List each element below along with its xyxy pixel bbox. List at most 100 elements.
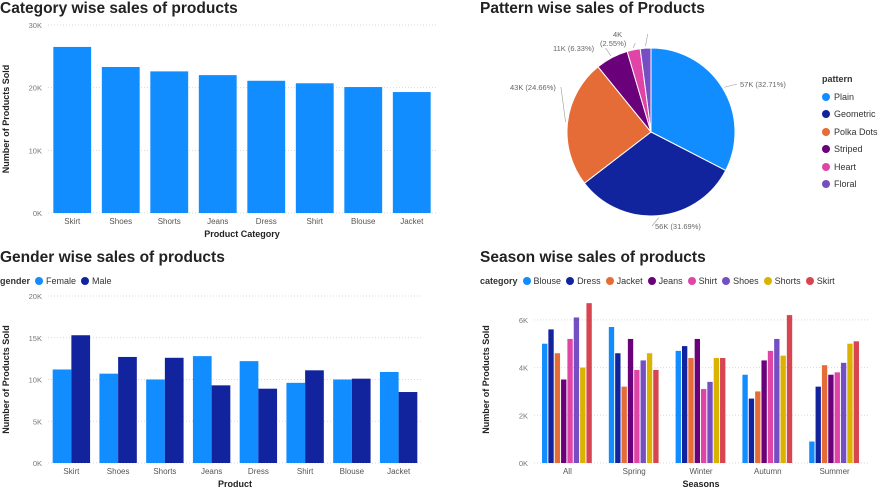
legend-item-shoes[interactable]: Shoes <box>722 276 759 286</box>
legend-item-male[interactable]: Male <box>81 276 112 286</box>
x-tick-label: Dress <box>248 467 269 476</box>
legend-item-female[interactable]: Female <box>35 276 76 286</box>
pie-leader-line <box>632 42 636 48</box>
bar-shoes-female <box>99 373 119 463</box>
legend-item-striped[interactable]: Striped <box>822 141 878 159</box>
legend-item-floral[interactable]: Floral <box>822 176 878 194</box>
bar-all-jacket <box>554 353 561 463</box>
pie-leader-line <box>651 217 659 227</box>
bar-shoes-male <box>118 356 137 463</box>
y-tick-label: 20K <box>29 84 42 93</box>
y-tick-label: 30K <box>29 21 42 30</box>
bar-summer-jeans <box>828 374 834 463</box>
season-legend: category Blouse Dress Jacket Jeans Shirt Shoes… <box>480 276 840 286</box>
y-tick-label: 5K <box>33 417 42 426</box>
y-tick-label: 2K <box>519 411 528 420</box>
legend-item-dress[interactable]: Dress <box>566 276 601 286</box>
legend-marker <box>35 277 44 285</box>
legend-marker <box>522 277 531 285</box>
bar-summer-shirt <box>834 372 840 463</box>
y-tick-label: 0K <box>519 459 528 468</box>
legend-item-geometric[interactable]: Geometric <box>822 106 878 124</box>
pie-data-label: 4K <box>613 30 622 39</box>
bar-jeans <box>198 75 237 213</box>
y-tick-label: 10K <box>29 146 42 155</box>
x-tick-label: Jeans <box>201 467 222 476</box>
bar-spring-skirt <box>653 369 659 463</box>
bar-jeans-male <box>211 385 231 463</box>
bar-all-jeans <box>561 379 567 463</box>
pattern-chart-title: Pattern wise sales of Products <box>480 0 705 17</box>
category-chart-panel: Category wise sales of products 0K 10K 20K… <box>0 0 442 249</box>
legend-label: Plain <box>834 91 855 102</box>
x-tick-label: Skirt <box>63 467 80 476</box>
pie-data-label: 11K (6.33%) <box>553 44 595 53</box>
legend-item-shorts[interactable]: Shorts <box>763 276 801 286</box>
x-tick-label: All <box>563 467 572 476</box>
season-chart-title: Season wise sales of products <box>480 249 706 266</box>
legend-label: Jacket <box>616 276 643 286</box>
legend-item-shirt[interactable]: Shirt <box>687 276 717 286</box>
pie-slice-polka-dots <box>566 66 652 184</box>
legend-label: Shoes <box>733 276 759 286</box>
legend-label: Female <box>46 276 77 286</box>
legend-marker <box>822 127 830 136</box>
legend-label: Dress <box>577 276 601 286</box>
x-axis-label: Product <box>218 479 252 489</box>
bar-all-shirt <box>567 338 573 463</box>
x-tick-label: Shirt <box>307 217 324 226</box>
legend-title: category <box>480 276 518 286</box>
pie-leader-line <box>605 47 612 57</box>
bar-jacket-female <box>379 371 399 463</box>
legend-label: Shorts <box>774 276 801 286</box>
legend-item-heart[interactable]: Heart <box>822 158 878 176</box>
y-tick-label: 0K <box>33 459 42 468</box>
bar-summer-shoes <box>840 362 847 463</box>
legend-label: Jeans <box>658 276 683 286</box>
legend-item-jeans[interactable]: Jeans <box>647 276 683 286</box>
legend-label: Skirt <box>816 276 835 286</box>
legend-marker <box>605 277 614 285</box>
y-axis-label: Number of Products Sold <box>1 325 11 434</box>
bar-summer-shorts <box>847 343 853 463</box>
x-tick-label: Summer <box>819 467 850 476</box>
legend-item-jacket[interactable]: Jacket <box>605 276 643 286</box>
pie-data-label: (2.55%) <box>600 39 627 48</box>
bar-winter-dress <box>681 346 688 463</box>
y-tick-label: 20K <box>29 292 42 301</box>
x-tick-label: Blouse <box>351 217 376 226</box>
legend-label: Heart <box>834 161 857 172</box>
bar-all-skirt <box>586 303 592 463</box>
bar-autumn-jacket <box>755 391 761 463</box>
legend-marker <box>763 277 772 285</box>
bar-spring-jeans <box>627 338 634 463</box>
pie-slice-floral <box>639 47 652 133</box>
legend-item-polka-dots[interactable]: Polka Dots <box>822 123 878 141</box>
x-tick-label: Jacket <box>387 467 411 476</box>
x-tick-label: Shorts <box>153 467 176 476</box>
pie-data-label: 43K (24.66%) <box>510 83 556 92</box>
legend-item-skirt[interactable]: Skirt <box>805 276 835 286</box>
bar-blouse <box>344 87 383 213</box>
legend-marker <box>822 180 830 189</box>
bar-shirt-female <box>286 382 306 463</box>
x-tick-label: Shirt <box>297 467 314 476</box>
legend-label: Striped <box>834 144 863 155</box>
legend-marker <box>687 277 696 285</box>
pie-leader-line <box>724 83 738 88</box>
legend-label: Male <box>92 276 112 286</box>
legend-label: Polka Dots <box>834 126 878 137</box>
bar-autumn-shoes <box>774 338 780 463</box>
y-axis-label: Number of Products Sold <box>1 65 11 174</box>
bar-summer-dress <box>815 386 821 463</box>
legend-title: pattern <box>822 74 853 84</box>
bar-summer-skirt <box>853 341 859 463</box>
bar-spring-shoes <box>640 360 646 463</box>
bar-summer-blouse <box>809 441 815 463</box>
legend-item-plain[interactable]: Plain <box>822 88 878 106</box>
bar-skirt-male <box>71 335 91 463</box>
legend-item-blouse[interactable]: Blouse <box>522 276 561 286</box>
bar-shorts <box>150 71 189 213</box>
x-tick-label: Shorts <box>158 217 181 226</box>
bar-dress-male <box>258 388 278 463</box>
